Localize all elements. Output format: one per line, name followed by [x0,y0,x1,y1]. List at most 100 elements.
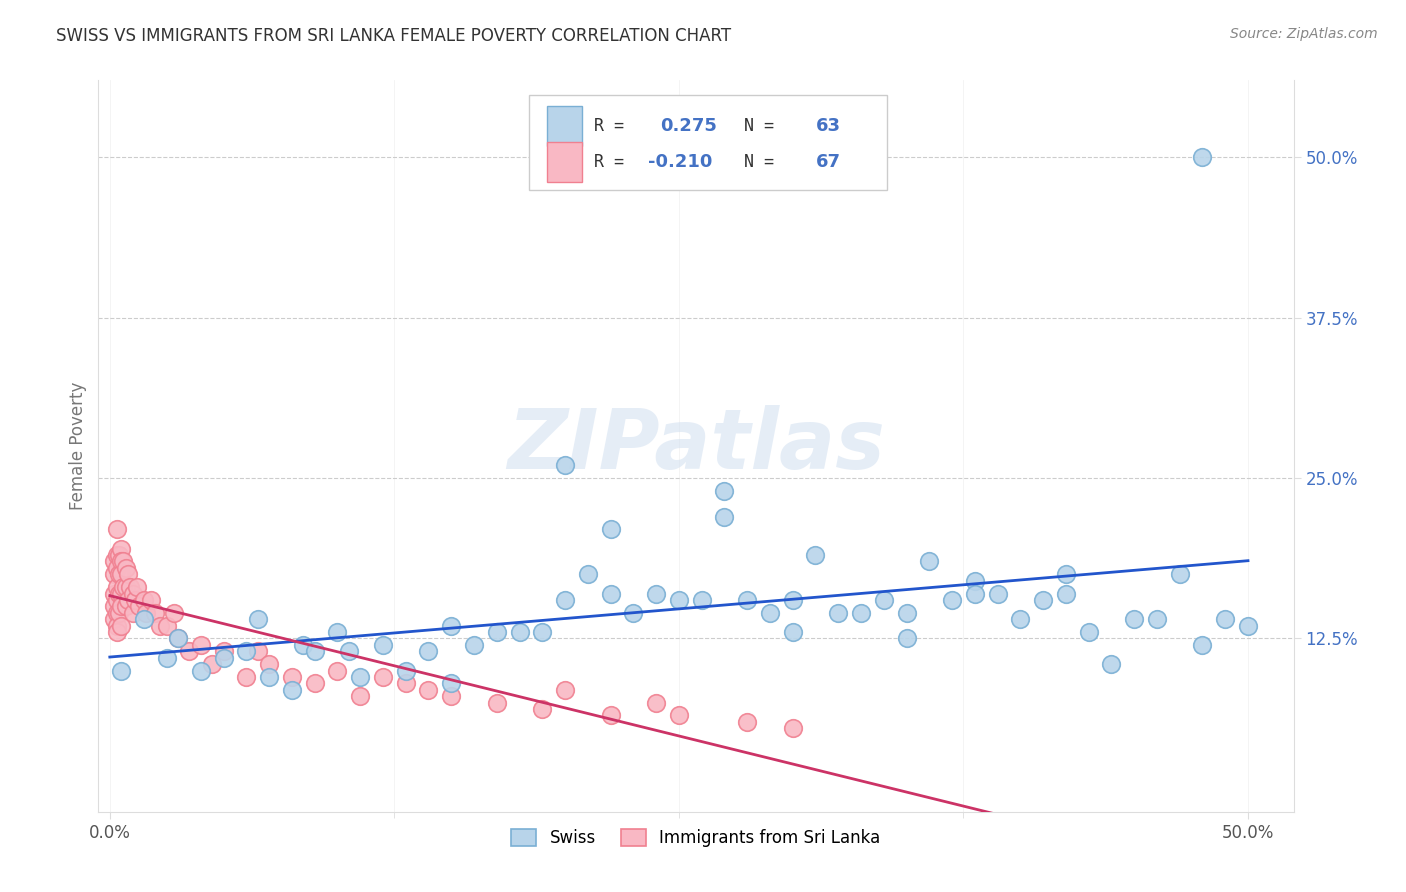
Point [349,690,371,704]
Point [759,606,782,620]
Point [599,586,621,600]
Point [395,676,418,690]
Point [105,523,128,537]
Point [105,580,128,594]
Point [1168,567,1191,582]
Text: 63: 63 [815,117,841,135]
Point [1077,625,1099,640]
Point [1032,593,1054,607]
Point [371,638,394,652]
Point [713,509,735,524]
Text: R =: R = [595,153,634,171]
Point [132,593,155,607]
Point [212,650,235,665]
Point [485,625,508,640]
Point [849,606,872,620]
Point [139,593,162,607]
Point [1010,612,1032,626]
Point [1099,657,1122,672]
Point [599,708,621,723]
Point [1123,612,1146,626]
Point [827,606,849,620]
Point [987,586,1010,600]
Point [735,593,758,607]
Point [110,664,132,678]
Point [554,593,576,607]
Point [201,657,224,672]
Point [292,638,315,652]
Point [112,554,135,568]
Point [246,612,269,626]
Point [105,593,128,607]
Point [156,618,179,632]
Point [963,586,986,600]
Point [117,593,139,607]
Point [418,644,440,658]
Point [110,586,132,600]
Point [668,708,690,723]
Point [108,606,131,620]
Point [108,586,131,600]
Text: N =: N = [744,117,783,135]
Point [105,561,128,575]
Point [110,567,132,582]
Point [440,676,463,690]
Point [371,670,394,684]
Point [112,580,135,594]
Text: 0.275: 0.275 [661,117,717,135]
Point [1213,612,1236,626]
Text: ZIPatlas: ZIPatlas [508,406,884,486]
Point [167,632,190,646]
Point [135,606,157,620]
Text: R =: R = [595,117,634,135]
Point [531,702,554,716]
Point [576,567,599,582]
Point [440,618,463,632]
Point [326,625,349,640]
Point [190,664,212,678]
Point [120,580,142,594]
FancyBboxPatch shape [547,105,582,145]
Point [349,670,371,684]
Point [395,664,418,678]
Text: SWISS VS IMMIGRANTS FROM SRI LANKA FEMALE POVERTY CORRELATION CHART: SWISS VS IMMIGRANTS FROM SRI LANKA FEMAL… [56,27,731,45]
Point [713,483,735,498]
Point [108,548,131,562]
Point [114,580,136,594]
Point [621,606,644,620]
FancyBboxPatch shape [547,142,582,182]
Point [599,523,621,537]
Point [105,618,128,632]
Point [463,638,485,652]
Point [1054,586,1077,600]
Point [782,593,804,607]
Point [156,650,179,665]
Point [190,638,212,652]
Point [167,632,190,646]
Point [235,644,257,658]
Text: Source: ZipAtlas.com: Source: ZipAtlas.com [1230,27,1378,41]
Point [304,644,326,658]
Point [645,696,668,710]
Point [326,664,349,678]
Y-axis label: Female Poverty: Female Poverty [69,382,87,510]
Point [257,657,280,672]
Point [246,644,269,658]
Point [121,606,143,620]
Point [963,574,986,588]
Point [132,612,155,626]
Point [149,618,172,632]
Text: N =: N = [744,153,783,171]
Point [105,606,128,620]
Point [162,606,184,620]
Point [114,599,136,614]
Point [690,593,713,607]
Point [804,548,827,562]
Point [896,606,918,620]
Point [531,625,554,640]
Point [105,548,128,562]
Point [782,721,804,735]
Point [103,599,125,614]
Point [485,696,508,710]
Point [110,599,132,614]
